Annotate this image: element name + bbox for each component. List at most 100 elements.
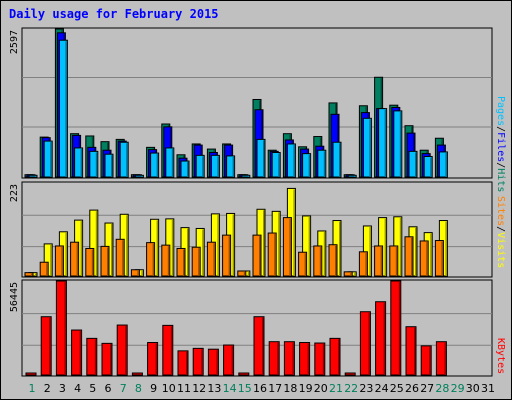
bar-sites-day-2 — [39, 261, 49, 277]
bar-sites-day-25-shade — [395, 246, 398, 276]
bar-sites-day-8 — [130, 269, 140, 277]
bar-pages-day-17 — [271, 151, 281, 178]
day-label-23: 23 — [359, 382, 373, 395]
bar-visits-day-9-shade — [156, 220, 159, 276]
bar-visits-day-5-shade — [95, 211, 98, 276]
day-label-17: 17 — [268, 382, 282, 395]
bar-visits-day-27-shade — [430, 233, 432, 276]
day-label-12: 12 — [192, 382, 206, 395]
bar-kbytes-day-9 — [147, 342, 159, 376]
bar-pages-day-5-shade — [95, 152, 98, 177]
legend-sep: / — [495, 162, 506, 168]
bar-sites-day-14 — [222, 234, 232, 277]
day-label-30: 30 — [466, 382, 480, 395]
bar-sites-day-16 — [252, 234, 262, 277]
bar-kbytes-day-21 — [329, 337, 341, 376]
legend-panel-1: Pages/Files/Hits — [495, 96, 506, 192]
bar-pages-day-10-shade — [171, 148, 174, 177]
bar-pages-day-6 — [104, 153, 114, 178]
bar-pages-day-14-shade — [232, 156, 235, 177]
bar-kbytes-day-23 — [359, 311, 371, 376]
bar-pages-day-20 — [317, 149, 327, 178]
legend-kbytes: KBytes — [495, 338, 506, 374]
day-label-28: 28 — [435, 382, 449, 395]
bar-visits-day-28-shade — [445, 221, 447, 276]
day-label-20: 20 — [314, 382, 328, 395]
bar-kbytes-day-6-shade — [110, 344, 112, 375]
day-label-10: 10 — [162, 382, 176, 395]
bar-pages-day-21 — [332, 141, 342, 178]
bar-pages-day-26 — [408, 150, 418, 178]
day-label-9: 9 — [150, 382, 157, 395]
bar-kbytes-day-17 — [268, 341, 280, 376]
day-label-31: 31 — [481, 382, 495, 395]
bar-pages-day-14 — [226, 155, 236, 178]
bar-visits-day-1-shade — [35, 273, 37, 276]
bar-visits-day-17-shade — [278, 212, 280, 276]
legend-files: Files — [495, 132, 506, 162]
bar-pages-day-13-shade — [217, 156, 219, 177]
day-label-1: 1 — [29, 382, 36, 395]
bar-pages-day-20-shade — [323, 151, 326, 177]
day-label-24: 24 — [375, 382, 389, 395]
bar-kbytes-day-14 — [223, 344, 235, 376]
bar-sites-day-21 — [328, 244, 338, 277]
bar-kbytes-day-22-shade — [353, 374, 355, 375]
day-label-7: 7 — [120, 382, 127, 395]
bar-kbytes-day-27 — [420, 345, 432, 376]
bar-kbytes-day-15-shade — [246, 374, 249, 375]
bar-sites-day-28 — [434, 240, 444, 277]
ymax-label-2: 223 — [9, 184, 20, 202]
bar-sites-day-23-shade — [365, 252, 367, 276]
bar-visits-day-20-shade — [323, 231, 326, 276]
bar-sites-day-11-shade — [183, 249, 185, 276]
bar-kbytes-day-7 — [116, 324, 128, 376]
bar-sites-day-24 — [374, 245, 384, 277]
bar-kbytes-day-16 — [253, 316, 265, 376]
bar-sites-day-28-shade — [441, 241, 443, 276]
bar-visits-day-16-shade — [263, 210, 265, 276]
legend-sep: / — [495, 226, 506, 232]
bar-visits-day-6-shade — [111, 224, 113, 276]
bar-sites-day-9 — [146, 242, 156, 277]
bar-kbytes-day-16-shade — [262, 317, 264, 375]
chart-title: Daily usage for February 2015 — [9, 7, 219, 21]
bar-kbytes-day-20 — [314, 342, 326, 376]
bar-kbytes-day-22 — [344, 372, 356, 376]
bar-sites-day-19 — [298, 251, 308, 277]
bar-pages-day-11-shade — [187, 162, 189, 177]
bar-kbytes-day-10 — [162, 324, 174, 376]
bar-kbytes-day-5 — [86, 337, 98, 376]
legend-panel-3: KBytes — [495, 338, 506, 374]
bar-pages-day-23 — [362, 117, 372, 178]
bar-pages-day-1-shade — [35, 176, 37, 177]
bar-kbytes-day-25 — [390, 280, 402, 376]
bar-pages-day-23-shade — [369, 119, 371, 177]
bar-sites-day-1 — [24, 272, 34, 277]
legend-pages: Pages — [495, 96, 506, 126]
bar-pages-day-15 — [241, 174, 251, 178]
bar-kbytes-day-3-shade — [64, 282, 66, 375]
bar-kbytes-day-4-shade — [79, 331, 82, 375]
bar-kbytes-day-9-shade — [155, 343, 158, 375]
bar-kbytes-day-11-shade — [186, 351, 188, 375]
bar-pages-day-2 — [43, 140, 53, 178]
legend-sites: Sites — [495, 196, 506, 226]
bar-sites-day-26 — [404, 236, 414, 277]
day-label-29: 29 — [451, 382, 465, 395]
bar-sites-day-13 — [206, 241, 216, 277]
bar-sites-day-25 — [389, 245, 399, 277]
bar-kbytes-day-28 — [435, 341, 447, 376]
bar-pages-day-1 — [28, 174, 38, 178]
bar-kbytes-day-21-shade — [338, 339, 340, 375]
bar-sites-day-8-shade — [137, 270, 139, 276]
bar-pages-day-10 — [165, 147, 175, 178]
bar-sites-day-10 — [161, 244, 171, 277]
bar-kbytes-day-8-shade — [140, 374, 142, 375]
bar-sites-day-7 — [115, 238, 125, 277]
bar-kbytes-day-2 — [40, 316, 52, 376]
bar-pages-day-2-shade — [50, 142, 52, 177]
day-label-22: 22 — [344, 382, 358, 395]
bar-kbytes-day-11 — [177, 350, 189, 376]
bar-kbytes-day-10-shade — [170, 326, 173, 375]
